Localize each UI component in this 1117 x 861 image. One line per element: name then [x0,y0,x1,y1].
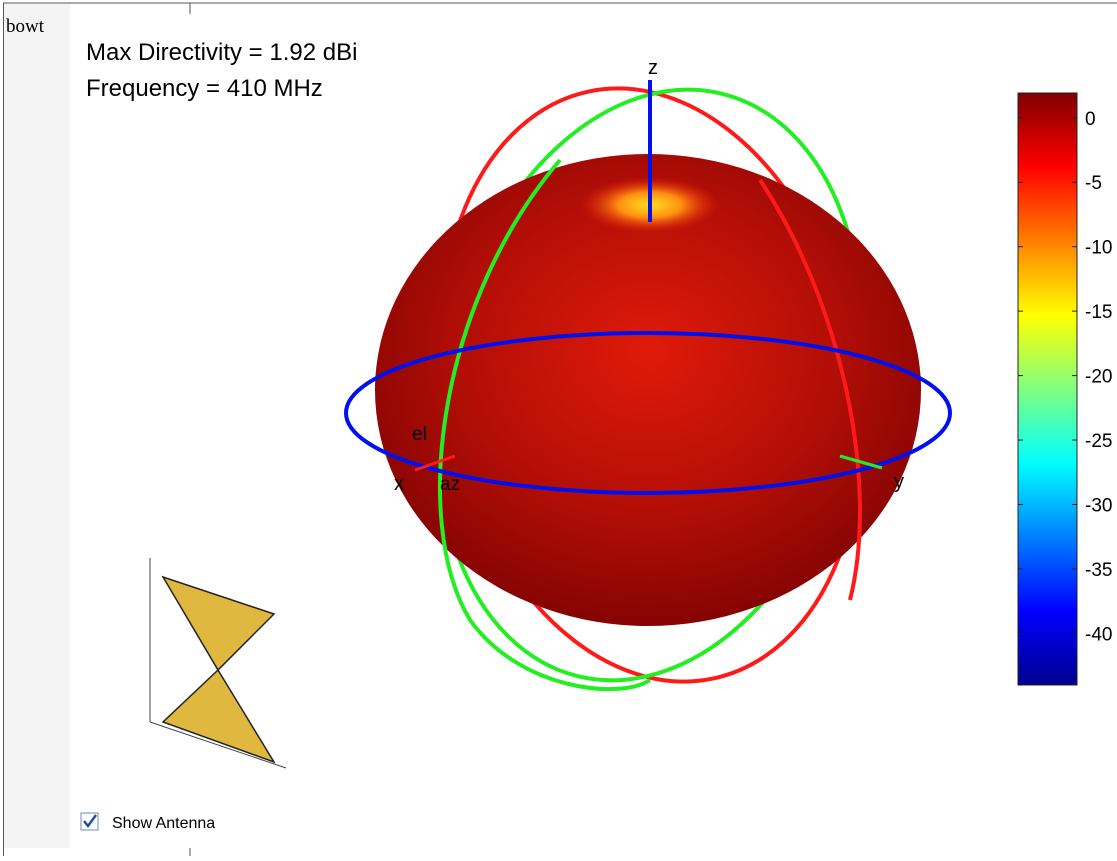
checkbox-check [83,814,98,829]
colorbar-tick-label: -25 [1085,431,1112,452]
colorbar-tick-label: -20 [1085,367,1112,388]
axis-label: el [412,424,427,445]
x-axis-marker [414,454,456,472]
antenna-axis [149,721,287,769]
colorbar-tick-label: -15 [1085,302,1112,323]
antenna-arm [161,668,276,764]
antenna-arm [161,575,276,672]
colorbar-tick-label: 0 [1085,109,1096,130]
annotation: Max Directivity = 1.92 dBi [86,39,357,66]
axis-label: az [440,474,460,495]
azimuth-ring-front [438,158,652,692]
checkbox-label[interactable]: Show Antenna [112,815,215,832]
side-panel [4,4,70,848]
show-antenna-checkbox[interactable]: Show Antenna [80,812,215,832]
colorbar-tick-label: -40 [1085,624,1112,645]
window-title: bowt [6,16,45,37]
xy-ring [344,331,952,495]
colorbar-tick-label: -10 [1085,238,1112,259]
axis-label: x [394,473,404,495]
axis-label: y [894,471,904,493]
elevation-ring-front [758,178,862,601]
colorbar [1017,92,1078,686]
y-axis-marker [839,454,883,470]
colorbar-tick-label: -5 [1085,173,1102,194]
axis-label: z [648,57,658,79]
colorbar-ticks: 0 -5 -10 -15 -20 -25 -30 -35 -40 [1018,109,1112,645]
colorbar-tick-label: -35 [1085,560,1112,581]
annotation: Frequency = 410 MHz [86,75,323,102]
colorbar-tick-label: -30 [1085,496,1112,517]
radiation-pattern [375,154,921,626]
